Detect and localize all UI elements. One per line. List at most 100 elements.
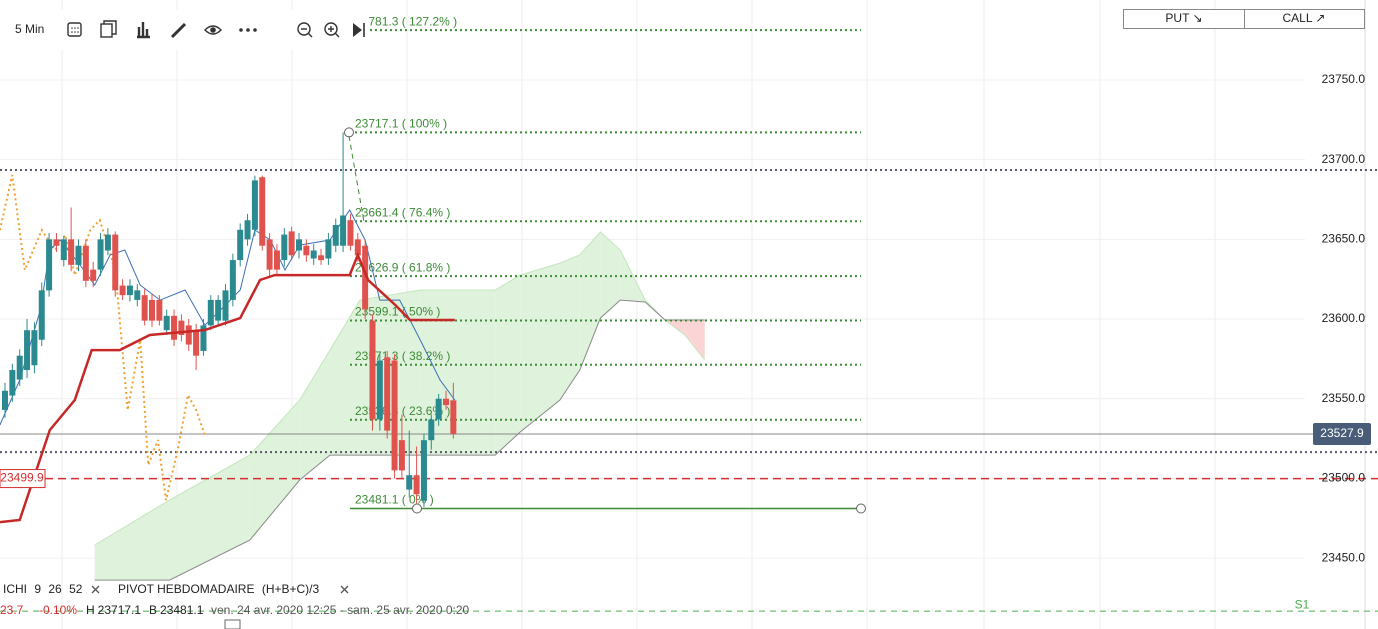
candle-body xyxy=(237,229,244,261)
candle-body xyxy=(303,245,310,256)
candle-body xyxy=(126,285,133,296)
play-icon[interactable] xyxy=(353,23,365,37)
fib-label: 23626.9 ( 61.8% ) xyxy=(355,260,450,274)
candle-body xyxy=(178,320,185,335)
alert-label-box xyxy=(0,469,46,489)
candle-body xyxy=(288,231,295,256)
cloud-segment xyxy=(249,399,300,541)
y-tick-label: 23550.0 xyxy=(1322,391,1366,405)
candle-body xyxy=(112,234,119,291)
fib-label: 23781.3 ( 127.2% ) xyxy=(355,14,457,28)
status-bar: 23.7 -0.10% H 23717.1 B 23481.1 ven. 24 av… xyxy=(0,603,470,629)
candle-body xyxy=(149,299,155,321)
low-value: 23481.1 xyxy=(160,603,204,617)
ichi-legend[interactable]: ICHI 9 26 52 xyxy=(3,582,83,596)
draw-icon[interactable] xyxy=(170,22,187,39)
ichi-param: 26 xyxy=(48,582,62,596)
y-tick-label: 23450.0 xyxy=(1322,550,1366,564)
candle-body xyxy=(60,239,67,261)
view-icon[interactable] xyxy=(204,25,222,35)
candle-body xyxy=(31,330,38,366)
grid xyxy=(61,0,1366,629)
more-icon[interactable] xyxy=(239,28,257,32)
fib-label: 23571.3 ( 38.2% ) xyxy=(355,349,450,363)
zoom-out-icon[interactable] xyxy=(297,22,313,38)
candle-body xyxy=(266,239,273,270)
high-label: H xyxy=(86,603,95,617)
candle-body xyxy=(90,269,97,281)
pivot-name: PIVOT HEBDOMADAIRE xyxy=(118,582,254,596)
calendar-icon[interactable] xyxy=(224,619,241,629)
put-label[interactable]: PUT ↘ xyxy=(1165,11,1202,25)
zoom-in-icon[interactable] xyxy=(324,22,340,38)
high-value: 23717.1 xyxy=(98,603,142,617)
ichi-name: ICHI xyxy=(3,582,27,596)
y-tick-label: 23750.0 xyxy=(1322,72,1366,86)
pivot-label: S1 xyxy=(1295,597,1310,611)
candle-body xyxy=(200,325,207,351)
fib-label: 23717.1 ( 100% ) xyxy=(355,117,447,131)
candle-body xyxy=(156,299,163,321)
cloud-segment xyxy=(94,500,170,581)
candle-body xyxy=(244,220,251,240)
cloud-segment xyxy=(520,263,560,433)
span-a-line xyxy=(94,231,706,546)
layout-icon[interactable] xyxy=(67,22,82,37)
remove-ichi[interactable] xyxy=(91,585,100,594)
candle-body xyxy=(2,390,8,410)
timeframe[interactable]: 5 Min xyxy=(15,22,44,36)
candle-body xyxy=(119,285,126,296)
candle-body xyxy=(428,419,435,441)
cloud-segment xyxy=(329,300,361,456)
candle-body xyxy=(420,440,427,501)
candle-body xyxy=(163,315,170,331)
candle-body xyxy=(332,225,339,246)
y-tick-label: 23500.0 xyxy=(1322,471,1366,485)
candle-body xyxy=(391,360,398,471)
compare-icon[interactable] xyxy=(100,20,117,38)
chikou-line xyxy=(0,174,206,501)
candle-body xyxy=(75,245,82,265)
low-label: B xyxy=(149,603,157,617)
candle-body xyxy=(398,440,405,471)
candle-body xyxy=(229,260,236,300)
candle-body xyxy=(9,370,16,396)
candle-body xyxy=(362,245,369,310)
indicators-icon[interactable] xyxy=(137,22,150,39)
fib-handle xyxy=(856,503,866,514)
last-price-box xyxy=(1313,422,1371,445)
indicator-legend: ICHI 9 26 52 PIVOT HEBDOMADAIRE (H+B+C)/… xyxy=(3,582,349,596)
session-high: H 23717.1 xyxy=(86,603,141,617)
fib-label: 23599.1 ( 50% ) xyxy=(355,305,440,319)
y-tick-label: 23650.0 xyxy=(1322,232,1366,246)
call-label[interactable]: CALL ↗ xyxy=(1283,11,1326,25)
remove-pivot[interactable] xyxy=(340,585,349,594)
candle-body xyxy=(68,239,75,265)
fib-label: 23661.4 ( 76.4% ) xyxy=(355,205,450,219)
candle-body xyxy=(384,357,391,431)
candle-body xyxy=(318,255,325,261)
kijun-line xyxy=(0,251,455,524)
y-tick-label: 23700.0 xyxy=(1322,152,1366,166)
candle-body xyxy=(413,475,420,495)
candle-body xyxy=(24,330,31,371)
candle-body xyxy=(435,398,442,420)
candle-body xyxy=(38,290,45,340)
call-button[interactable] xyxy=(1244,9,1365,29)
pivot-legend[interactable]: PIVOT HEBDOMADAIRE (H+B+C)/3 xyxy=(118,582,320,596)
candle-body xyxy=(340,215,347,246)
candle-body xyxy=(193,330,200,356)
candle-body xyxy=(325,239,332,259)
ichi-param: 52 xyxy=(69,582,83,596)
candle-body xyxy=(53,239,60,246)
cloud-segment xyxy=(579,232,601,371)
date-range: ven. 24 avr. 2020 12:25 - sam. 25 avr. 2… xyxy=(211,603,470,617)
candle-body xyxy=(16,355,23,380)
session-low: B 23481.1 xyxy=(149,603,204,617)
candle-body xyxy=(347,220,354,246)
candle-body xyxy=(215,299,222,321)
candle-body xyxy=(376,360,383,420)
candle-body xyxy=(310,250,317,259)
